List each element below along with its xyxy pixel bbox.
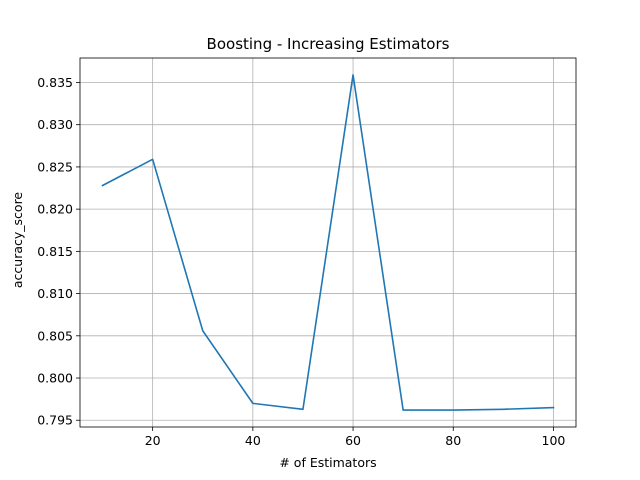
series-line	[101, 74, 555, 411]
y-tick-label: 0.820	[37, 202, 73, 217]
x-tick-label: 40	[245, 433, 261, 448]
data-point	[151, 158, 153, 160]
x-tick-label: 60	[345, 433, 361, 448]
y-tick-label: 0.825	[37, 159, 73, 174]
x-axis-ticks: 20 40 60 80 100	[145, 427, 566, 448]
data-point	[452, 409, 454, 411]
x-tick-label: 100	[542, 433, 566, 448]
data-point	[402, 409, 404, 411]
data-point	[252, 402, 254, 404]
x-tick-label: 80	[445, 433, 461, 448]
x-axis-label: # of Estimators	[279, 455, 376, 470]
y-axis-ticks: 0.795 0.800 0.805 0.810 0.815 0.820 0.825 0.830…	[37, 75, 80, 428]
y-tick-label: 0.810	[37, 286, 73, 301]
data-point	[502, 408, 504, 410]
y-axis-label: accuracy_score	[10, 192, 25, 289]
y-tick-label: 0.795	[37, 413, 73, 428]
y-tick-label: 0.830	[37, 117, 73, 132]
chart-title: Boosting - Increasing Estimators	[207, 35, 450, 53]
data-point	[302, 408, 304, 410]
data-point	[552, 406, 554, 408]
y-tick-label: 0.800	[37, 371, 73, 386]
y-tick-label: 0.835	[37, 75, 73, 90]
y-tick-label: 0.815	[37, 244, 73, 259]
series-layer	[101, 74, 555, 411]
data-point	[202, 330, 204, 332]
grid-lines	[80, 58, 576, 427]
data-point	[352, 74, 354, 76]
data-point	[101, 184, 103, 186]
x-tick-label: 20	[145, 433, 161, 448]
y-tick-label: 0.805	[37, 328, 73, 343]
plot-area-border	[79, 57, 577, 428]
axes-frame	[79, 57, 577, 428]
